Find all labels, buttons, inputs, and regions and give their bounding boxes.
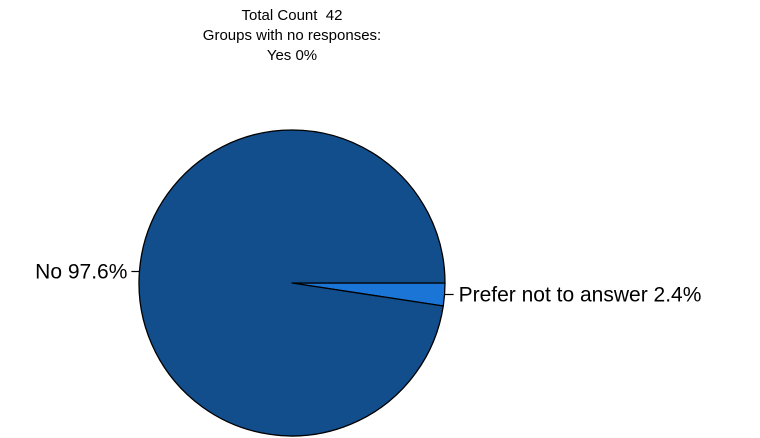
pie-slices [138,129,446,437]
chart-header: Total Count 42 Groups with no responses:… [0,6,584,66]
total-count-text: Total Count 42 [241,7,343,24]
slice-label-prefer-not-to-answer: Prefer not to answer 2.4% [459,284,702,307]
slice-label-no: No 97.6% [35,261,127,284]
no-response-groups: Yes 0% [266,47,318,64]
no-response-heading: Groups with no responses: [202,27,382,44]
pie-slice-no [138,129,446,437]
pie-labels: No 97.6% Prefer not to answer 2.4% [35,261,701,307]
